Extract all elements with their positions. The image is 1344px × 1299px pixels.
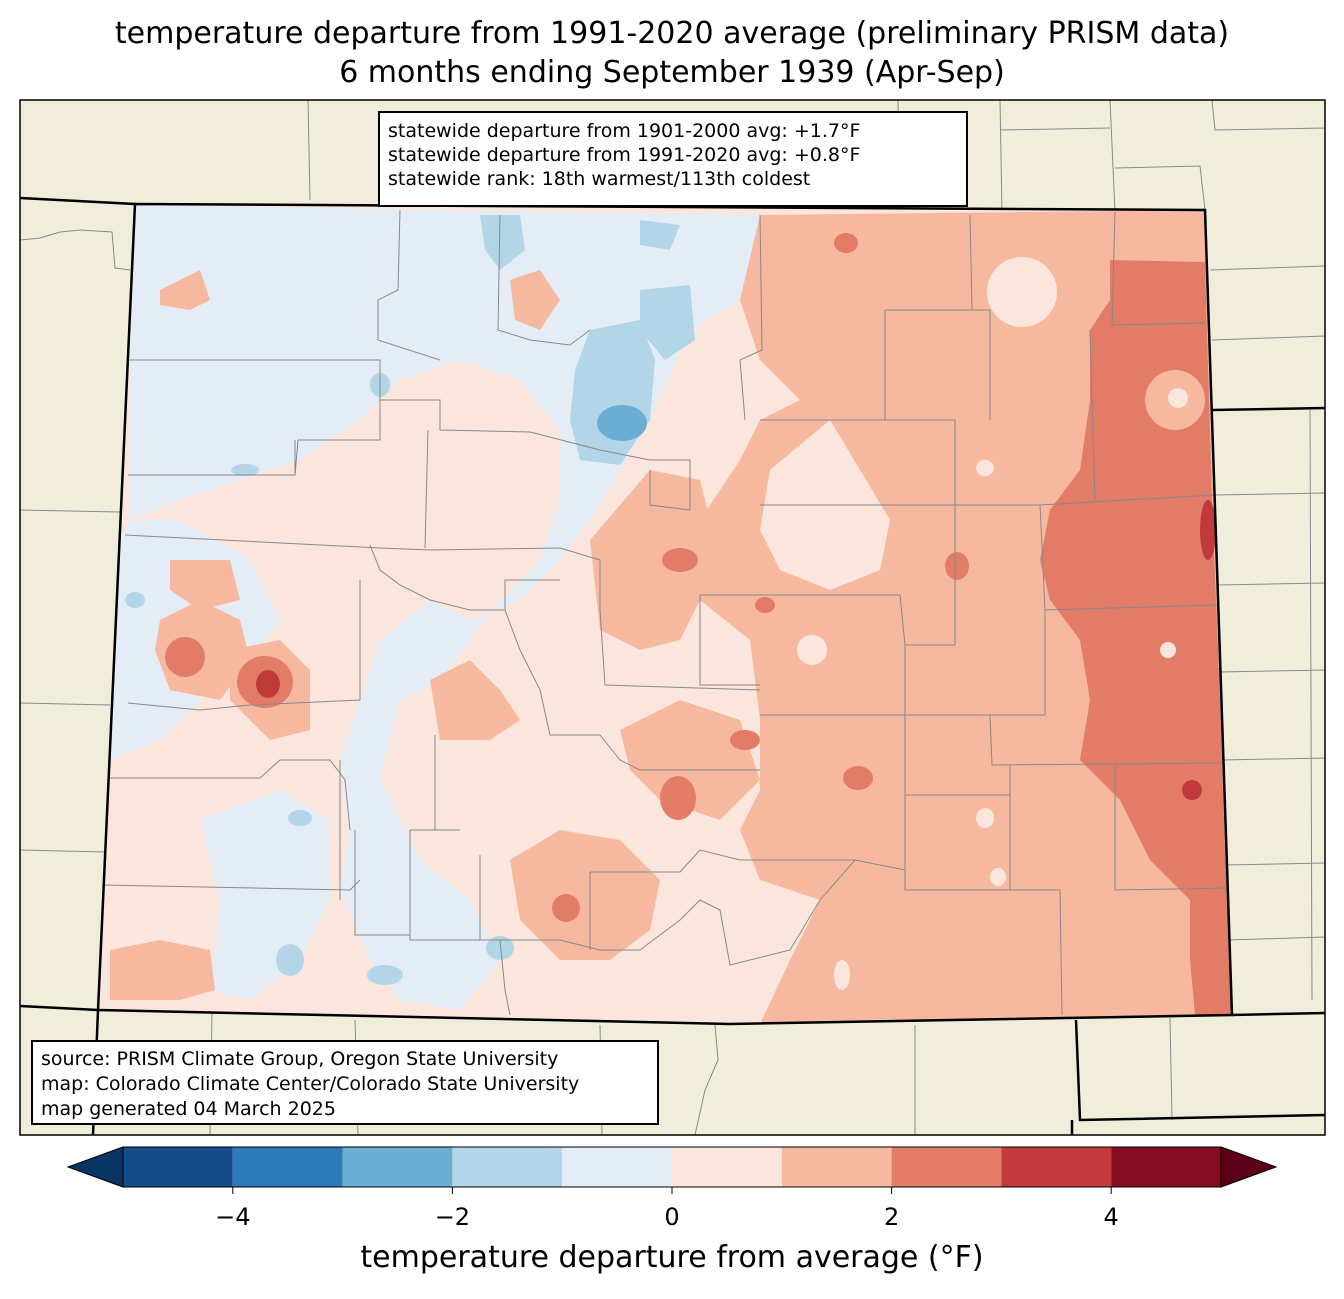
temperature-field: [98, 204, 1232, 1024]
colorbar-segment: [1001, 1147, 1112, 1187]
colorbar-tick-label: 4: [1103, 1203, 1119, 1231]
colorbar-segment: [1111, 1147, 1221, 1187]
colorbar-segment: [452, 1147, 563, 1187]
county-lines: [104, 209, 1229, 1016]
stats-departure-1991-2020: statewide departure from 1991-2020 avg: …: [388, 144, 861, 166]
colorbar-tick-label: −2: [434, 1203, 471, 1231]
colorbar-tick-label: 2: [883, 1203, 900, 1231]
stats-rank: statewide rank: 18th warmest/113th colde…: [388, 168, 811, 190]
map-subtitle: 6 months ending September 1939 (Apr-Sep): [339, 55, 1005, 90]
map-frame: [19, 99, 1326, 1136]
colorbar-segment: [562, 1147, 672, 1187]
colorbar-segment: [123, 1147, 233, 1187]
colorbar-segment: [342, 1147, 453, 1187]
generated-date-line: map generated 04 March 2025: [41, 1098, 336, 1120]
statewide-stats-box: statewide departure from 1901-2000 avg: …: [378, 111, 968, 207]
neighbor-county-lines: [20, 100, 1325, 1135]
colorbar-under-arrow: [66, 1146, 124, 1188]
colorbar-segment: [781, 1147, 892, 1187]
colorbar-segment: [891, 1147, 1002, 1187]
source-box: source: PRISM Climate Group, Oregon Stat…: [31, 1040, 659, 1125]
map-title: temperature departure from 1991-2020 ave…: [114, 16, 1230, 51]
stats-departure-1901-2000: statewide departure from 1901-2000 avg: …: [388, 120, 861, 142]
map-credit-line: map: Colorado Climate Center/Colorado St…: [41, 1073, 580, 1095]
colorbar-tick-label: −4: [215, 1203, 251, 1231]
colorbar-label: temperature departure from average (°F): [360, 1240, 984, 1275]
source-line: source: PRISM Climate Group, Oregon Stat…: [41, 1048, 559, 1070]
colorbar-tick-label: 0: [664, 1203, 680, 1231]
colorbar-segment: [672, 1147, 782, 1187]
colorbar-segment: [232, 1147, 343, 1187]
colorbar-over-arrow: [1220, 1146, 1278, 1188]
colorbar: [66, 1146, 1278, 1194]
